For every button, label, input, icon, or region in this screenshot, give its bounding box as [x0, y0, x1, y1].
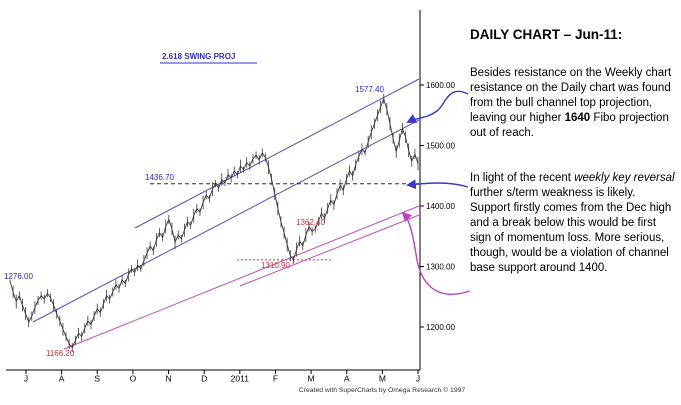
x-axis-label: J — [24, 374, 28, 384]
x-axis-label: A — [59, 374, 65, 384]
x-axis-label: 2011 — [231, 374, 250, 384]
y-axis-label: 1300.00 — [426, 263, 455, 272]
y-axis-label: 1500.00 — [426, 142, 455, 151]
arrow-to-channel-base — [401, 211, 471, 295]
price-bars — [9, 94, 419, 352]
paragraph-text: Besides resistance on the Weekly chart r… — [470, 67, 672, 124]
x-axis-label: M — [379, 374, 386, 384]
x-axis-label: D — [201, 374, 207, 384]
chart-footer: Created with SuperCharts by Omega Resear… — [299, 386, 466, 394]
price-label: 2.618 SWING PROJ — [162, 52, 235, 61]
page-title: DAILY CHART – Jun-11: — [470, 27, 623, 42]
commentary-paragraph-2: In light of the recent weekly key revers… — [470, 171, 675, 276]
commentary-paragraph-1: Besides resistance on the Weekly chart r… — [470, 66, 675, 141]
key-reversal-emphasis: weekly key reversal — [574, 172, 675, 184]
price-label: 1276.00 — [4, 272, 33, 281]
paragraph-text: further s/term weakness is likely. Suppo… — [470, 187, 672, 274]
channel-inner-line — [32, 119, 420, 323]
price-label: 1310.90 — [261, 261, 290, 270]
x-axis-label: O — [130, 374, 137, 384]
price-series — [9, 97, 419, 349]
x-axis-label: N — [165, 374, 171, 384]
channel-base-line-2 — [239, 214, 420, 287]
price-label: 1577.40 — [355, 85, 384, 94]
y-axis-label: 1600.00 — [426, 81, 455, 90]
price-label: 1166.20 — [46, 349, 75, 358]
channel-base-line — [63, 205, 420, 350]
paragraph-text: In light of the recent — [470, 172, 575, 184]
x-axis-label: S — [94, 374, 100, 384]
x-axis-label: J — [416, 374, 420, 384]
x-axis-label: A — [344, 374, 350, 384]
paragraph-text: Fibo projection out of reach. — [470, 112, 669, 139]
arrow-to-dec-high — [406, 179, 469, 190]
price-label: 1436.70 — [145, 173, 174, 182]
fibo-level-emphasis: 1640 — [564, 112, 591, 124]
y-axis-label: 1400.00 — [426, 202, 455, 211]
y-axis-label: 1200.00 — [426, 323, 455, 332]
arrow-to-channel-top — [406, 90, 469, 123]
channel-top-line — [134, 78, 420, 229]
price-label: 1362.40 — [296, 218, 325, 227]
x-axis-label: F — [273, 374, 278, 384]
x-axis-label: M — [308, 374, 315, 384]
